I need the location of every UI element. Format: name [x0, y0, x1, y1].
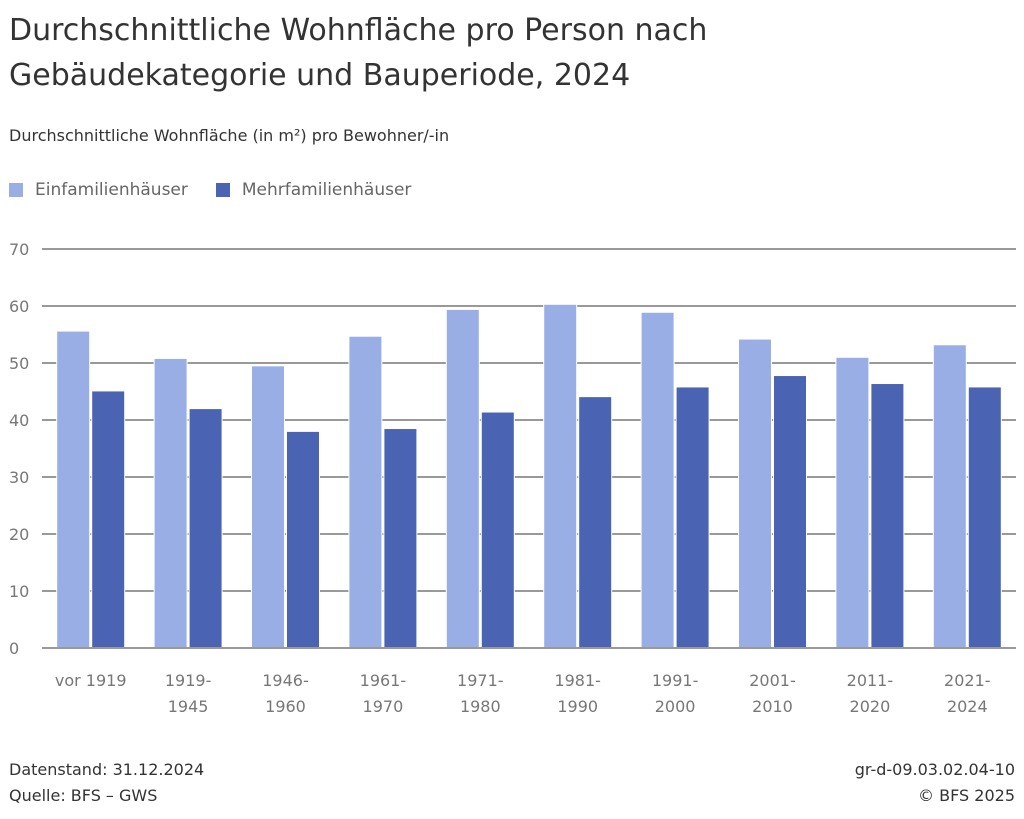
chart-title: Durchschnittliche Wohnfläche pro Person … — [9, 8, 909, 98]
bar-mehrfamilienhaeuser — [188, 408, 223, 649]
source: Quelle: BFS – GWS — [9, 786, 158, 805]
x-tick-label: 2024 — [947, 697, 988, 716]
legend-item-mehrfamilienhaeuser[interactable]: Mehrfamilienhäuser — [215, 180, 412, 200]
x-tick-label: 1971- — [457, 671, 504, 690]
legend-swatch — [9, 183, 23, 197]
y-tick-label: 30 — [9, 468, 29, 487]
x-tick-label: 1991- — [652, 671, 699, 690]
legend-item-einfamilienhaeuser[interactable]: Einfamilienhäuser — [9, 180, 188, 200]
x-tick-label: 2020 — [850, 697, 891, 716]
bar-einfamilienhaeuser — [251, 365, 285, 649]
x-tick-label: 1990 — [557, 697, 598, 716]
bar-einfamilienhaeuser — [738, 338, 772, 649]
x-tick-label: 1961- — [360, 671, 407, 690]
bar-einfamilienhaeuser — [445, 308, 480, 649]
bar-mehrfamilienhaeuser — [383, 428, 418, 649]
title-line-2: Gebäudekategorie und Bauperiode, 2024 — [9, 58, 631, 93]
copyright: © BFS 2025 — [918, 786, 1015, 805]
bar-einfamilienhaeuser — [835, 356, 870, 649]
x-tick-label: 1980 — [460, 697, 501, 716]
chart-code: gr-d-09.03.02.04-10 — [854, 760, 1015, 779]
x-tick-label: 1960 — [265, 697, 306, 716]
datenstand: Datenstand: 31.12.2024 — [9, 760, 205, 779]
footer-left: Datenstand: 31.12.2024 Quelle: BFS – GWS — [9, 757, 204, 809]
x-tick-label: 1945 — [168, 697, 209, 716]
bar-mehrfamilienhaeuser — [870, 383, 905, 649]
bar-mehrfamilienhaeuser — [480, 411, 515, 649]
bar-einfamilienhaeuser — [348, 335, 383, 649]
legend: Einfamilienhäuser Mehrfamilienhäuser — [9, 180, 411, 200]
bar-einfamilienhaeuser — [640, 311, 675, 649]
x-tick-label: 1946- — [262, 671, 309, 690]
bar-mehrfamilienhaeuser — [286, 430, 320, 649]
y-tick-label: 10 — [9, 582, 29, 601]
legend-label: Mehrfamilienhäuser — [241, 180, 412, 200]
x-tick-label: vor 1919 — [55, 671, 127, 690]
x-tick-label: 2021- — [944, 671, 991, 690]
y-tick-label: 50 — [9, 354, 29, 373]
bar-mehrfamilienhaeuser — [675, 386, 710, 649]
x-tick-label: 1970 — [363, 697, 404, 716]
x-tick-label: 2001- — [749, 671, 796, 690]
bar-mehrfamilienhaeuser — [91, 390, 126, 649]
bar-mehrfamilienhaeuser — [578, 396, 613, 649]
y-tick-label: 70 — [9, 240, 29, 259]
x-tick-label: 1981- — [554, 671, 601, 690]
bar-einfamilienhaeuser — [932, 344, 967, 649]
chart-subtitle: Durchschnittliche Wohnfläche (in m²) pro… — [9, 126, 450, 145]
bar-mehrfamilienhaeuser — [773, 375, 807, 649]
y-tick-label: 0 — [9, 639, 19, 658]
footer-right: gr-d-09.03.02.04-10 © BFS 2025 — [855, 757, 1015, 809]
bar-einfamilienhaeuser — [153, 357, 188, 649]
legend-swatch — [215, 183, 230, 197]
y-tick-label: 40 — [9, 411, 29, 430]
bar-einfamilienhaeuser — [56, 330, 91, 649]
bar-einfamilienhaeuser — [543, 303, 578, 649]
bar-mehrfamilienhaeuser — [967, 386, 1002, 649]
x-tick-label: 2010 — [752, 697, 793, 716]
x-tick-label: 1919- — [165, 671, 212, 690]
x-tick-label: 2000 — [655, 697, 696, 716]
y-tick-label: 60 — [9, 297, 29, 316]
title-line-1: Durchschnittliche Wohnfläche pro Person … — [9, 13, 708, 48]
legend-label: Einfamilienhäuser — [35, 180, 188, 200]
x-tick-label: 2011- — [847, 671, 894, 690]
y-tick-label: 20 — [9, 525, 29, 544]
